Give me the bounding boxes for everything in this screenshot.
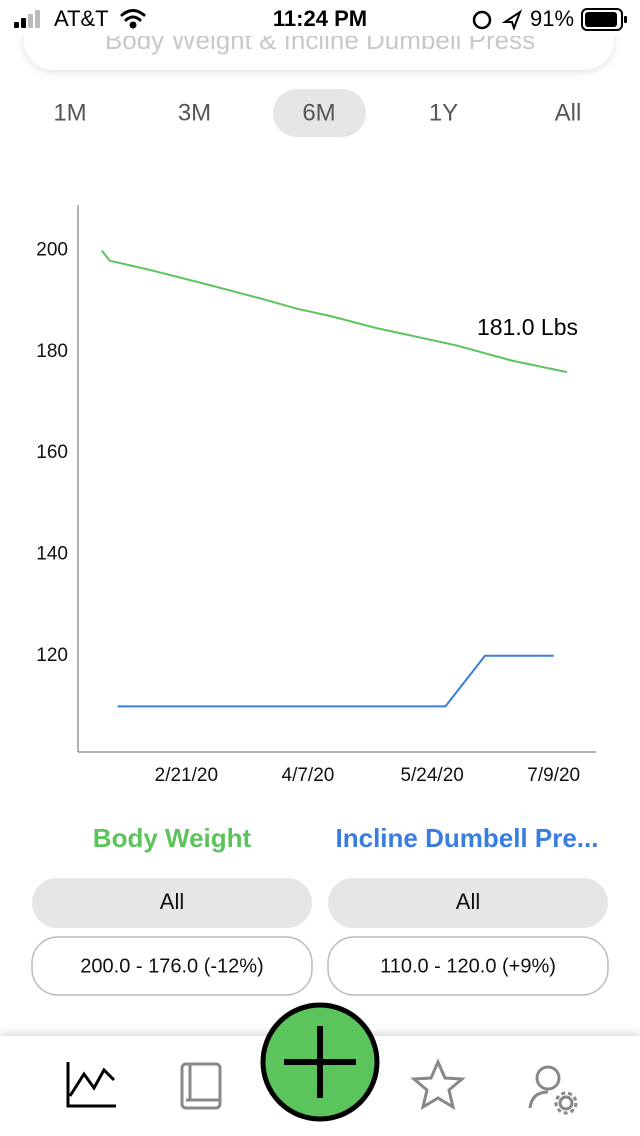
annotation: 181.0 Lbs: [477, 314, 578, 340]
summary-box: [31, 936, 313, 996]
filter-button-label[interactable]: All: [160, 889, 184, 914]
summary-box: [327, 936, 609, 996]
battery-icon: [581, 8, 627, 31]
range-tab[interactable]: 6M: [302, 99, 335, 126]
y-tick-label: 140: [36, 543, 68, 564]
x-tick-label: 5/24/20: [400, 765, 463, 786]
favorites-tab[interactable]: [410, 1058, 466, 1111]
status-bar: [0, 0, 640, 36]
profile-tab[interactable]: [528, 1065, 578, 1115]
y-tick-label: 200: [36, 240, 68, 261]
signal-icon: [14, 10, 40, 28]
x-tick-label: 2/21/20: [155, 765, 218, 786]
summary-text: 200.0 - 176.0 (-12%): [80, 955, 263, 977]
y-tick-label: 160: [36, 442, 68, 463]
range-tab[interactable]: 1Y: [429, 99, 458, 126]
legend-label[interactable]: Incline Dumbell Pre...: [336, 823, 599, 853]
y-tick-label: 180: [36, 341, 68, 362]
range-tab[interactable]: All: [555, 99, 582, 126]
series-line: [101, 249, 568, 374]
x-tick-label: 7/9/20: [527, 765, 580, 786]
charts-tab[interactable]: [66, 1062, 116, 1108]
clock: 11:24 PM: [273, 6, 367, 31]
filter-button[interactable]: [328, 878, 608, 928]
legend-label[interactable]: Body Weight: [93, 823, 252, 853]
carrier: AT&T: [54, 6, 109, 31]
summary-text: 110.0 - 120.0 (+9%): [380, 955, 556, 977]
location-icons: [472, 9, 523, 31]
range-tab-selected[interactable]: [273, 89, 366, 137]
range-tab[interactable]: 3M: [178, 99, 211, 126]
range-tab[interactable]: 1M: [53, 99, 86, 126]
add-button[interactable]: [260, 1002, 380, 1122]
y-tick-label: 120: [36, 645, 68, 666]
battery-percent: 91%: [530, 6, 574, 31]
filter-button[interactable]: [32, 878, 312, 928]
series-line: [117, 654, 554, 708]
log-tab[interactable]: [180, 1062, 222, 1110]
x-tick-label: 4/7/20: [282, 765, 335, 786]
filter-button-label[interactable]: All: [456, 889, 480, 914]
wifi-icon: [120, 9, 146, 29]
